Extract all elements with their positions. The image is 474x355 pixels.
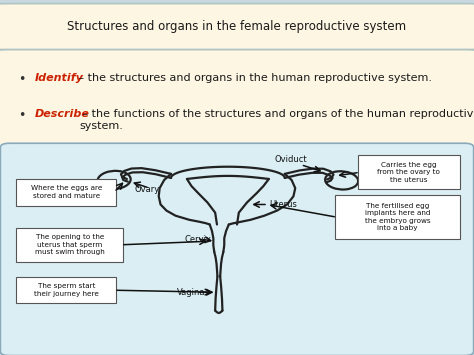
Text: The opening to the
uterus that sperm
must swim through: The opening to the uterus that sperm mus… [35, 234, 105, 255]
Text: Carries the egg
from the ovary to
the uterus: Carries the egg from the ovary to the ut… [377, 162, 440, 183]
FancyBboxPatch shape [335, 195, 460, 239]
Text: •: • [18, 109, 26, 122]
Text: – the functions of the structures and organs of the human reproductive
system.: – the functions of the structures and or… [79, 109, 474, 131]
Text: Ovary: Ovary [135, 185, 160, 194]
FancyBboxPatch shape [16, 277, 117, 304]
FancyBboxPatch shape [0, 50, 474, 147]
Text: Vagina: Vagina [177, 288, 205, 297]
Text: The fertilised egg
implants here and
the embryo grows
into a baby: The fertilised egg implants here and the… [365, 203, 430, 231]
Text: Where the eggs are
stored and mature: Where the eggs are stored and mature [31, 185, 102, 199]
Text: Cervix: Cervix [185, 235, 212, 244]
FancyBboxPatch shape [16, 228, 123, 262]
FancyBboxPatch shape [0, 143, 474, 355]
Text: •: • [18, 73, 26, 86]
FancyBboxPatch shape [357, 155, 460, 189]
Text: Identify: Identify [35, 73, 83, 83]
Text: Uterus: Uterus [269, 200, 297, 209]
FancyBboxPatch shape [16, 179, 117, 206]
Text: The sperm start
their journey here: The sperm start their journey here [34, 283, 99, 297]
Text: Describe: Describe [35, 109, 90, 119]
Text: Structures and organs in the female reproductive system: Structures and organs in the female repr… [67, 20, 407, 33]
FancyBboxPatch shape [0, 4, 474, 50]
Text: Oviduct: Oviduct [274, 155, 307, 164]
Text: – the structures and organs in the human reproductive system.: – the structures and organs in the human… [74, 73, 431, 83]
